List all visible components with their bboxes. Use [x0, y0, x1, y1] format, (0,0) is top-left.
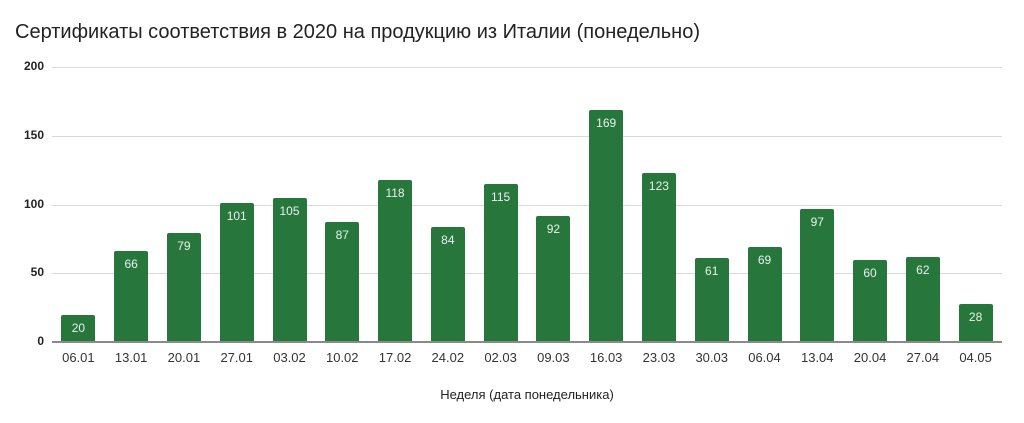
bar-value-label: 169: [596, 115, 617, 130]
plot-area: 20 66 79 101 105 87 118 84 115 92 169 123 61 69 97 60 62…: [52, 67, 1002, 343]
x-tick-label: 03.02: [273, 350, 306, 365]
bar-value-label: 60: [863, 265, 877, 280]
x-axis-baseline: [52, 341, 1002, 343]
gridline: [52, 204, 1002, 206]
x-tick-label: 13.04: [800, 350, 834, 365]
bar-value-label: 79: [177, 239, 191, 254]
bar[interactable]: 123: [641, 172, 676, 342]
bar[interactable]: 118: [378, 179, 413, 342]
bar-value-label: 62: [916, 262, 930, 277]
bar[interactable]: 20: [61, 314, 96, 342]
bar[interactable]: 101: [219, 203, 254, 342]
x-tick-label: 30.03: [695, 350, 728, 365]
bar-value-label: 123: [648, 178, 669, 193]
bar[interactable]: 66: [114, 251, 149, 342]
bar-value-label: 28: [968, 309, 983, 324]
y-tick-label: 100: [23, 196, 44, 211]
bar[interactable]: 84: [430, 226, 465, 342]
bar[interactable]: 60: [853, 259, 888, 342]
y-tick-label: 200: [23, 59, 44, 73]
bar[interactable]: 69: [747, 247, 782, 342]
x-tick-label: 20.01: [167, 350, 201, 365]
x-tick-label: 27.04: [906, 350, 940, 365]
x-tick-label: 04.05: [959, 350, 992, 365]
x-tick-label: 02.03: [484, 350, 517, 365]
x-tick-label: 09.03: [537, 350, 570, 365]
bar[interactable]: 61: [694, 258, 729, 342]
x-tick-label: 16.03: [589, 350, 623, 365]
y-tick-label: 150: [23, 127, 44, 142]
bar[interactable]: 97: [800, 208, 835, 342]
bar-value-label: 69: [757, 253, 772, 268]
bar[interactable]: 62: [905, 256, 940, 342]
x-tick-label: 06.01: [62, 350, 95, 365]
x-tick-label: 27.01: [220, 350, 253, 365]
x-tick-label: 17.02: [378, 350, 412, 365]
bar-value-label: 61: [705, 264, 719, 279]
x-tick-label: 20.04: [853, 350, 887, 365]
bar-value-label: 92: [546, 221, 561, 236]
chart-title: Сертификаты соответствия в 2020 на проду…: [15, 21, 700, 43]
y-tick-label: 50: [30, 265, 44, 280]
gridline: [52, 135, 1002, 137]
gridline: [52, 67, 1002, 68]
x-tick-label: 10.02: [325, 350, 359, 365]
bar-value-label: 115: [491, 189, 511, 204]
bar-value-label: 97: [810, 214, 824, 229]
bar[interactable]: 92: [536, 215, 571, 342]
x-tick-label: 23.03: [642, 350, 676, 365]
y-tick-label: 0: [37, 334, 44, 348]
x-axis-title: Неделя (дата понедельника): [440, 387, 614, 402]
bar[interactable]: 28: [958, 303, 993, 342]
bar[interactable]: 115: [483, 183, 518, 342]
x-tick-label: 06.04: [748, 350, 781, 365]
bar-value-label: 20: [71, 320, 86, 335]
bar-value-label: 84: [441, 232, 455, 247]
x-tick-label: 24.02: [431, 350, 465, 365]
bar-value-label: 118: [385, 185, 405, 200]
bar[interactable]: 79: [166, 233, 201, 342]
bar[interactable]: 105: [272, 197, 307, 342]
bar-value-label: 87: [335, 228, 349, 243]
bar-value-label: 66: [124, 257, 138, 272]
bar-value-label: 105: [279, 203, 300, 218]
bar[interactable]: 169: [589, 109, 624, 342]
bar-value-label: 101: [226, 209, 247, 224]
bar[interactable]: 87: [325, 222, 360, 342]
x-tick-label: 13.01: [114, 350, 148, 365]
gridline: [52, 273, 1002, 275]
